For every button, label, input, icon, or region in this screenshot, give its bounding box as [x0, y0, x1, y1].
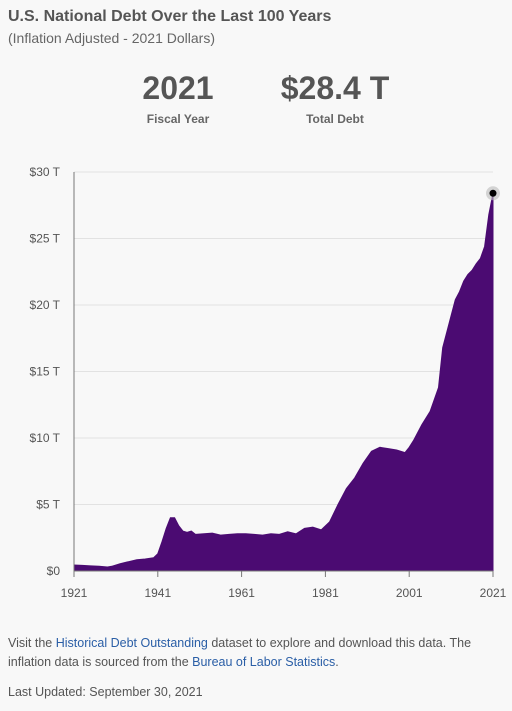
y-tick-label: $0 [47, 564, 61, 578]
bls-link[interactable]: Bureau of Labor Statistics [192, 655, 336, 669]
fiscal-year-value: 2021 [142, 70, 214, 106]
footnote: Visit the Historical Debt Outstanding da… [8, 634, 504, 672]
y-tick-label: $30 T [30, 165, 61, 179]
fiscal-year-label: Fiscal Year [146, 112, 210, 126]
footnote-text-3: . [335, 655, 339, 669]
y-tick-label: $25 T [30, 232, 61, 246]
x-tick-label: 1961 [228, 586, 255, 600]
y-tick-label: $15 T [30, 365, 61, 379]
x-tick-label: 2001 [396, 586, 423, 600]
x-tick-label: 1921 [61, 586, 88, 600]
highlight-point [489, 189, 497, 197]
historical-debt-link[interactable]: Historical Debt Outstanding [55, 636, 208, 650]
debt-area-series [73, 193, 494, 572]
last-updated: Last Updated: September 30, 2021 [8, 685, 203, 699]
y-tick-label: $10 T [30, 431, 61, 445]
total-debt-value: $28.4 T [280, 70, 390, 106]
fiscal-year-stat: 2021 Fiscal Year [130, 70, 226, 126]
y-tick-label: $5 T [36, 498, 60, 512]
total-debt-stat: $28.4 T Total Debt [266, 70, 404, 126]
y-tick-label: $20 T [30, 298, 61, 312]
debt-area-chart: $0 $5 T $10 T $15 T $20 T $25 T $30 T 1921 1941 1… [30, 165, 507, 600]
footnote-text-1: Visit the [8, 636, 56, 650]
total-debt-label: Total Debt [306, 112, 364, 126]
x-tick-label: 1981 [312, 586, 339, 600]
chart-subtitle: (Inflation Adjusted - 2021 Dollars) [8, 30, 215, 46]
footnote-text-2: dataset to explore and download this dat… [8, 636, 472, 669]
x-tick-label: 1941 [144, 586, 171, 600]
chart-title: U.S. National Debt Over the Last 100 Yea… [8, 8, 332, 25]
x-tick-label: 2021 [480, 586, 507, 600]
